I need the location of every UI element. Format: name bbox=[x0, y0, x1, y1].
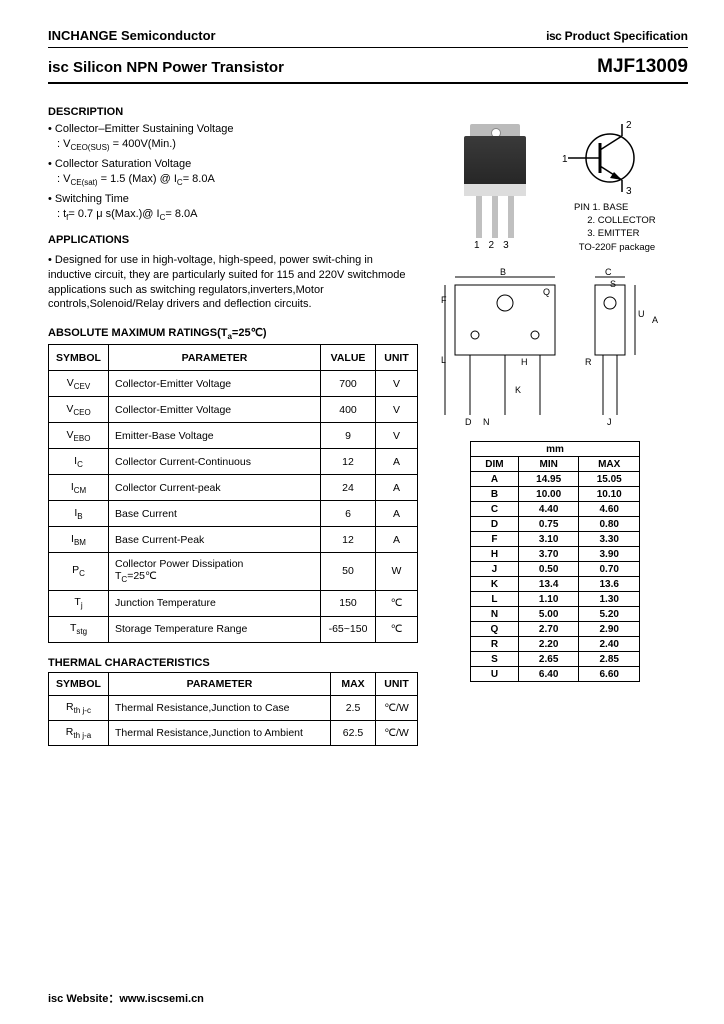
product-title: isc Silicon NPN Power Transistor bbox=[48, 59, 284, 76]
svg-text:B: B bbox=[500, 267, 506, 277]
table-row: VCEVCollector-Emitter Voltage700V bbox=[49, 371, 418, 397]
dim-unit-header: mm bbox=[471, 442, 640, 457]
svg-text:2: 2 bbox=[626, 120, 632, 131]
description-heading: DESCRIPTION bbox=[48, 106, 418, 118]
col-unit: UNIT bbox=[376, 672, 418, 695]
table-row: Q2.702.90 bbox=[471, 622, 640, 637]
table-row: J0.500.70 bbox=[471, 562, 640, 577]
abs-ratings-table: SYMBOL PARAMETER VALUE UNIT VCEVCollecto… bbox=[48, 344, 418, 642]
part-number: MJF13009 bbox=[597, 56, 688, 78]
svg-text:H: H bbox=[521, 357, 528, 367]
footer-label: isc Website： bbox=[48, 993, 119, 1005]
svg-text:L: L bbox=[441, 355, 446, 365]
col-parameter: PARAMETER bbox=[109, 672, 331, 695]
package-photo: 123 bbox=[450, 118, 540, 248]
svg-text:Q: Q bbox=[543, 287, 550, 297]
table-row: ICCollector Current-Continuous12A bbox=[49, 449, 418, 475]
header-title: isc Silicon NPN Power Transistor MJF1300… bbox=[48, 56, 688, 84]
col-unit: UNIT bbox=[376, 345, 418, 371]
mech-drawing-icon: B C S Q F U A L H R K D N J bbox=[435, 265, 675, 435]
title-text: Silicon NPN Power Transistor bbox=[69, 59, 284, 76]
table-row: TstgStorage Temperature Range-65~150℃ bbox=[49, 616, 418, 642]
svg-text:1: 1 bbox=[562, 154, 568, 165]
footer: isc Website：www.iscsemi.cn bbox=[48, 990, 204, 1006]
table-row: H3.703.90 bbox=[471, 547, 640, 562]
table-row: VEBOEmitter-Base Voltage9V bbox=[49, 423, 418, 449]
pin-legend: PIN 1. BASE 2. COLLECTOR 3. EMITTER bbox=[574, 202, 660, 240]
desc-sub: : VCEO(SUS) = 400V(Min.) bbox=[48, 138, 176, 150]
table-row: IBBase Current6A bbox=[49, 501, 418, 527]
col-parameter: PARAMETER bbox=[109, 345, 321, 371]
table-row: U6.406.60 bbox=[471, 667, 640, 682]
title-prefix: isc bbox=[48, 59, 69, 76]
table-row: ICMCollector Current-peak24A bbox=[49, 475, 418, 501]
desc-sub: : tf= 0.7 μ s(Max.)@ IC= 8.0A bbox=[48, 208, 197, 220]
table-row: PCCollector Power DissipationTC=25℃50W bbox=[49, 553, 418, 590]
header-top: INCHANGE Semiconductor isc Product Speci… bbox=[48, 28, 688, 48]
company-name: INCHANGE Semiconductor bbox=[48, 28, 216, 43]
left-column: DESCRIPTION Collector–Emitter Sustaining… bbox=[48, 106, 418, 746]
dimensions-table: mm DIM MIN MAX A14.9515.05B10.0010.10C4.… bbox=[470, 441, 640, 682]
col-max: MAX bbox=[331, 672, 376, 695]
transistor-symbol: 1 2 3 PIN 1. BASE 2. COLLECTOR 3. EMITTE… bbox=[550, 118, 660, 253]
applications-heading: APPLICATIONS bbox=[48, 233, 418, 248]
svg-text:U: U bbox=[638, 309, 645, 319]
desc-item: Switching Time : tf= 0.7 μ s(Max.)@ IC= … bbox=[48, 192, 418, 224]
package-name: TO-220F package bbox=[574, 242, 660, 253]
mechanical-drawing: B C S Q F U A L H R K D N J bbox=[435, 265, 675, 435]
table-header-row: DIM MIN MAX bbox=[471, 457, 640, 472]
table-row: C4.404.60 bbox=[471, 502, 640, 517]
description-list: Collector–Emitter Sustaining Voltage : V… bbox=[48, 122, 418, 223]
svg-text:3: 3 bbox=[626, 186, 632, 197]
footer-url: www.iscsemi.cn bbox=[119, 993, 204, 1005]
svg-text:A: A bbox=[652, 315, 658, 325]
table-row: L1.101.30 bbox=[471, 592, 640, 607]
table-row: IBMBase Current-Peak12A bbox=[49, 527, 418, 553]
table-row: A14.9515.05 bbox=[471, 472, 640, 487]
thermal-table: SYMBOL PARAMETER MAX UNIT Rth j-cThermal… bbox=[48, 672, 418, 746]
table-row: TjJunction Temperature150℃ bbox=[49, 590, 418, 616]
col-symbol: SYMBOL bbox=[49, 672, 109, 695]
npn-symbol-icon: 1 2 3 bbox=[560, 118, 650, 198]
applications-list: Designed for use in high-voltage, high-s… bbox=[48, 253, 418, 312]
svg-text:C: C bbox=[605, 267, 612, 277]
pin-numbers: 123 bbox=[474, 240, 518, 251]
col-value: VALUE bbox=[321, 345, 376, 371]
table-row: R2.202.40 bbox=[471, 637, 640, 652]
col-symbol: SYMBOL bbox=[49, 345, 109, 371]
svg-text:F: F bbox=[441, 295, 447, 305]
table-row: S2.652.85 bbox=[471, 652, 640, 667]
app-item: Designed for use in high-voltage, high-s… bbox=[48, 253, 418, 312]
desc-item: Collector–Emitter Sustaining Voltage : V… bbox=[48, 122, 418, 154]
table-header-row: SYMBOL PARAMETER VALUE UNIT bbox=[49, 345, 418, 371]
svg-text:S: S bbox=[610, 279, 616, 289]
table-row: Rth j-cThermal Resistance,Junction to Ca… bbox=[49, 695, 418, 720]
spec-text: Product Specification bbox=[561, 29, 688, 43]
desc-item: Collector Saturation Voltage : VCE(sat) … bbox=[48, 157, 418, 189]
table-row: D0.750.80 bbox=[471, 517, 640, 532]
table-row: VCEOCollector-Emitter Voltage400V bbox=[49, 397, 418, 423]
svg-text:D: D bbox=[465, 417, 472, 427]
table-row: F3.103.30 bbox=[471, 532, 640, 547]
table-row: K13.413.6 bbox=[471, 577, 640, 592]
desc-sub: : VCE(sat) = 1.5 (Max) @ IC= 8.0A bbox=[48, 173, 215, 185]
svg-text:R: R bbox=[585, 357, 592, 367]
abs-heading: ABSOLUTE MAXIMUM RATINGS(Ta=25℃) bbox=[48, 326, 418, 341]
table-header-row: SYMBOL PARAMETER MAX UNIT bbox=[49, 672, 418, 695]
svg-text:N: N bbox=[483, 417, 490, 427]
table-row: Rth j-aThermal Resistance,Junction to Am… bbox=[49, 720, 418, 745]
table-row: N5.005.20 bbox=[471, 607, 640, 622]
isc-prefix: isc bbox=[546, 29, 561, 43]
package-figure: 123 1 2 3 PIN 1. BASE bbox=[450, 118, 660, 253]
thermal-heading: THERMAL CHARACTERISTICS bbox=[48, 657, 418, 669]
svg-text:K: K bbox=[515, 385, 521, 395]
right-column: 123 1 2 3 PIN 1. BASE bbox=[430, 106, 680, 746]
spec-label: isc Product Specification bbox=[546, 29, 688, 43]
svg-text:J: J bbox=[607, 417, 612, 427]
table-row: B10.0010.10 bbox=[471, 487, 640, 502]
